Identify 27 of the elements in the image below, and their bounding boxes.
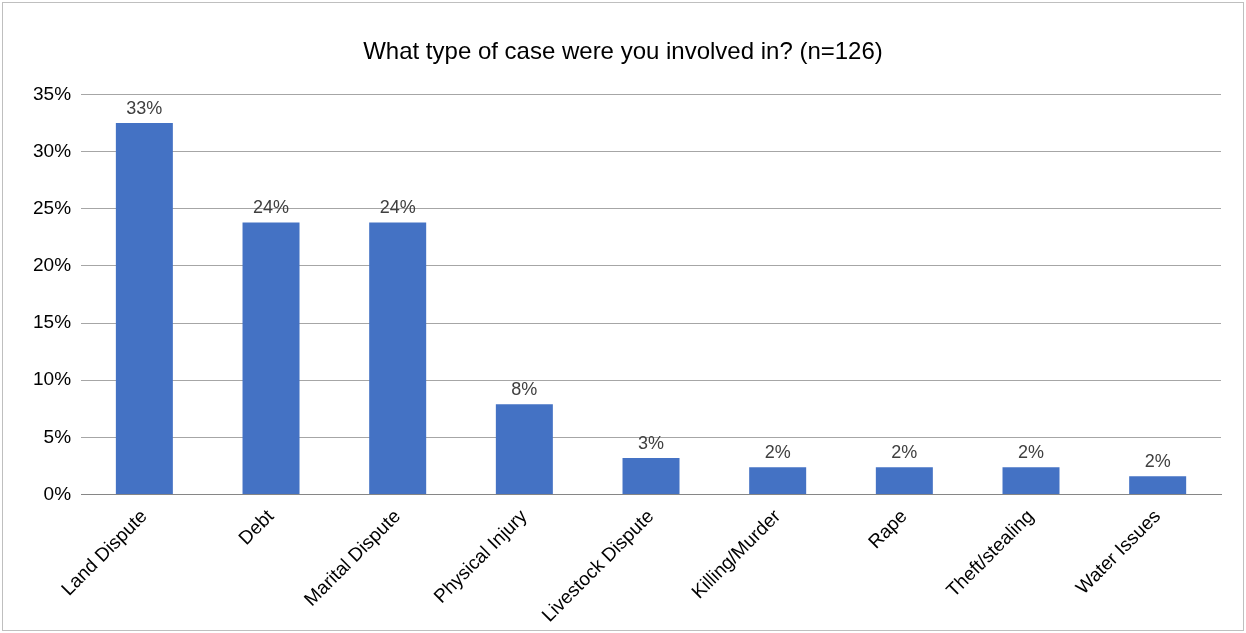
data-label: 2%	[891, 442, 918, 463]
y-tick-label: 25%	[33, 196, 72, 218]
bar	[1129, 476, 1187, 495]
y-tick-label: 10%	[33, 368, 72, 390]
y-tick-label: 15%	[33, 311, 72, 333]
bar	[369, 222, 427, 495]
data-label: 2%	[764, 442, 791, 463]
bar	[115, 122, 173, 495]
bar	[242, 222, 300, 495]
bar	[1002, 467, 1060, 495]
data-label: 24%	[379, 197, 416, 218]
y-tick-label: 30%	[33, 139, 72, 161]
bar	[749, 467, 807, 495]
y-tick-label: 35%	[33, 82, 72, 104]
data-label: 3%	[638, 432, 665, 453]
bar	[622, 458, 680, 495]
y-tick-label: 20%	[33, 254, 72, 276]
data-label: 2%	[1018, 442, 1045, 463]
bar	[875, 467, 933, 495]
data-label: 8%	[511, 379, 538, 400]
y-tick-label: 0%	[43, 482, 72, 504]
bar	[495, 404, 553, 495]
data-label: 2%	[1144, 451, 1171, 472]
chart-title: What type of case were you involved in? (n=126)	[362, 37, 884, 65]
y-tick-label: 5%	[43, 425, 72, 447]
data-label: 33%	[126, 97, 163, 118]
data-label: 24%	[253, 197, 290, 218]
